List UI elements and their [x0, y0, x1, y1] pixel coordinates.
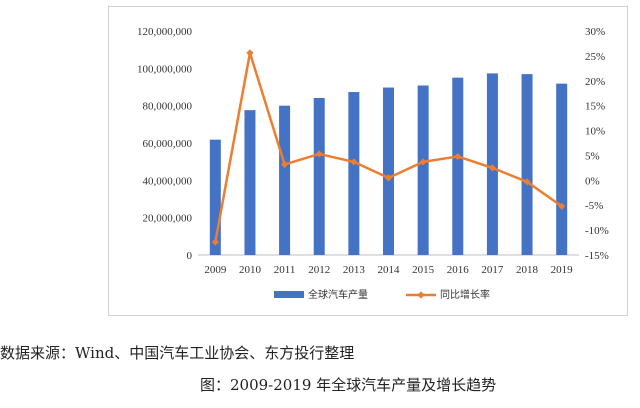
x-axis-tick-label: 2009	[204, 264, 227, 276]
right-axis-tick-label: 30%	[585, 26, 605, 38]
x-axis-tick-label: 2019	[551, 264, 574, 276]
x-axis-tick-label: 2011	[274, 264, 296, 276]
legend-label-growth: 同比增长率	[440, 288, 490, 301]
right-axis-tick-label: -15%	[585, 250, 609, 262]
legend-line-marker	[417, 291, 425, 299]
bar-2017	[486, 73, 498, 255]
right-axis-tick-label: 0%	[585, 175, 600, 187]
bar-2016	[452, 77, 464, 256]
bar-2011	[279, 105, 291, 256]
x-axis-tick-label: 2018	[516, 264, 539, 276]
bar-2013	[348, 92, 360, 255]
bar-2019	[556, 83, 568, 255]
right-axis-tick-label: -10%	[585, 225, 609, 237]
growth-point-2013	[350, 158, 358, 166]
right-axis-tick-label: 5%	[585, 150, 600, 162]
right-axis-tick-label: -5%	[585, 200, 603, 212]
growth-point-2010	[246, 49, 254, 57]
bar-2015	[417, 85, 429, 255]
chart-frame: 0 20,000,000 40,000,000 60,000,000 80,000,00…	[108, 6, 628, 316]
growth-point-2009	[211, 238, 219, 246]
left-axis-tick-label: 40,000,000	[143, 175, 193, 187]
left-axis-tick-label: 0	[187, 250, 193, 262]
figure-caption: 图：2009-2019 年全球汽车产量及增长趋势	[200, 376, 497, 394]
left-axis-tick-label: 20,000,000	[143, 213, 193, 225]
growth-point-2019	[558, 202, 566, 210]
right-axis-tick-label: 10%	[585, 126, 605, 138]
left-axis-tick-label: 120,000,000	[137, 26, 193, 38]
growth-point-2016	[454, 152, 462, 161]
right-axis-tick-label: 25%	[585, 51, 605, 63]
left-axis-tick-label: 60,000,000	[143, 138, 193, 150]
right-axis-tick-label: 20%	[585, 76, 605, 88]
x-axis-tick-label: 2014	[378, 264, 401, 276]
bar-2014	[383, 87, 394, 255]
x-axis-tick-label: 2012	[308, 264, 330, 276]
growth-point-2014	[384, 174, 393, 182]
x-axis-tick-label: 2013	[343, 264, 366, 276]
growth-point-2017	[488, 164, 497, 172]
x-axis-tick-label: 2010	[239, 264, 261, 276]
right-axis-tick-label: 15%	[585, 101, 605, 113]
bar-2009	[209, 139, 221, 255]
combo-chart: 0 20,000,000 40,000,000 60,000,000 80,000,00…	[137, 26, 609, 301]
bar-2012	[313, 98, 325, 255]
left-axis-tick-label: 100,000,000	[137, 63, 193, 75]
source-note: 数据来源：Wind、中国汽车工业协会、东方投行整理	[0, 344, 355, 362]
legend-label-production: 全球汽车产量	[308, 288, 368, 301]
x-axis-tick-label: 2017	[481, 264, 504, 276]
growth-point-2015	[419, 158, 427, 166]
legend-bar-swatch	[274, 291, 304, 298]
x-axis-tick-label: 2015	[412, 264, 435, 276]
bar-2018	[521, 74, 533, 256]
growth-point-2018	[523, 178, 531, 186]
left-axis-tick-label: 80,000,000	[143, 101, 193, 113]
x-axis-tick-label: 2016	[447, 264, 470, 276]
bar-2010	[244, 110, 256, 255]
